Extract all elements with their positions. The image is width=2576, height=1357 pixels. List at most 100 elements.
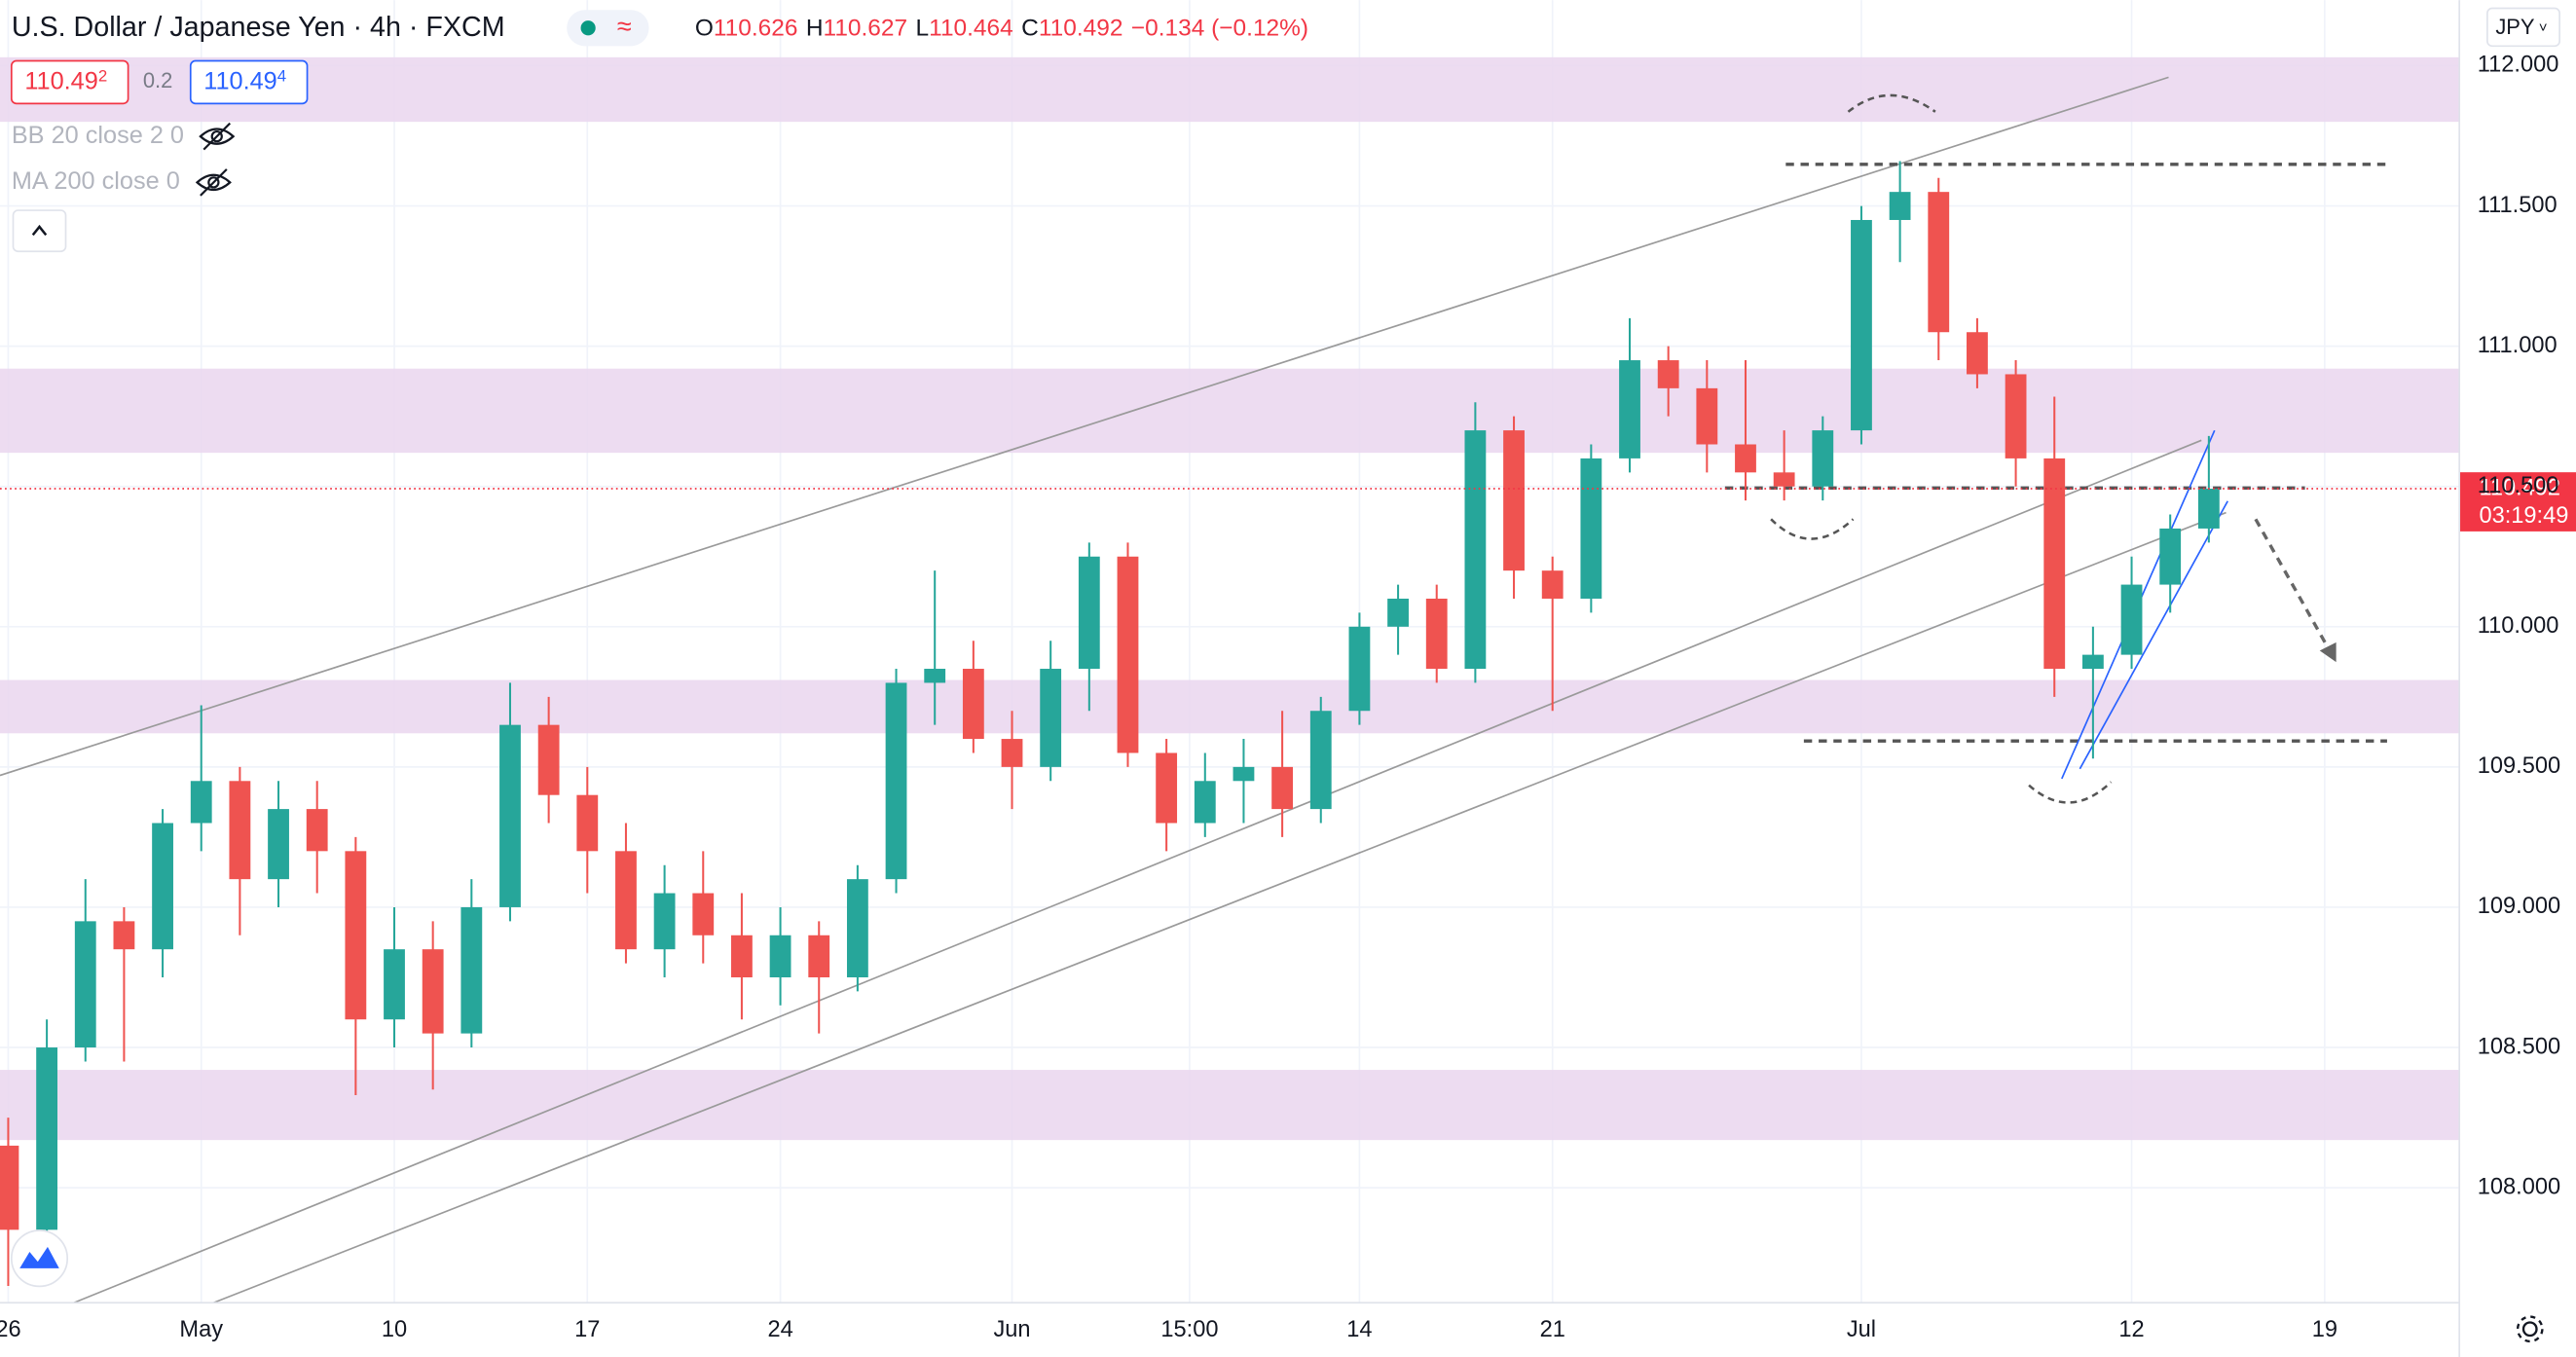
x-tick-label: 14 (1346, 1317, 1372, 1342)
candle-body (2197, 489, 2220, 529)
zone (0, 56, 2460, 123)
zones (0, 56, 2460, 1141)
hidden-icon[interactable] (195, 168, 232, 197)
trend-line (73, 439, 2202, 1304)
candle-body (1657, 360, 1679, 388)
candle-body (846, 879, 868, 977)
buy-box[interactable] (189, 59, 309, 105)
last-price-label: 110.492 (2479, 475, 2560, 500)
arrow-head (2319, 642, 2337, 663)
x-tick-label: 15:00 (1160, 1317, 1218, 1342)
zone (0, 1070, 2460, 1141)
sep: · (401, 11, 425, 42)
indicator[interactable]: MA 200 close 0 (12, 167, 180, 195)
y-tick-label: 109.000 (2478, 894, 2560, 919)
bid-pip: 2 (98, 67, 107, 86)
ohlc-key: O (695, 16, 714, 42)
candle-body (268, 809, 289, 880)
candle-body (460, 906, 483, 1034)
candle-body (731, 935, 753, 977)
exchange: FXCM (425, 11, 504, 42)
hidden-icon[interactable] (199, 122, 236, 151)
ohlc-key: C (1021, 16, 1039, 42)
y-tick-label: 111.500 (2478, 193, 2558, 218)
candle-body (190, 781, 212, 824)
candle-body (1001, 739, 1023, 767)
y-tick-label: 110.000 (2478, 613, 2559, 639)
indicator[interactable]: BB 20 close 2 0 (12, 122, 184, 149)
spread: 0.2 (143, 68, 172, 92)
interval: 4h (370, 11, 401, 42)
candle-body (1696, 387, 1718, 445)
status-badge[interactable] (567, 10, 649, 47)
x-tick-label: 10 (382, 1317, 407, 1342)
candle-body (1078, 556, 1100, 670)
candle-body (306, 809, 328, 852)
zone (0, 368, 2460, 454)
chevron (31, 224, 48, 237)
candle-body (2159, 528, 2182, 585)
currency-button[interactable] (2486, 7, 2560, 48)
sell-box[interactable] (10, 59, 129, 105)
x-tick-label: May (179, 1317, 223, 1342)
candle-body (1425, 598, 1448, 670)
candle-body (345, 851, 367, 1020)
candle-body (1040, 669, 1062, 767)
y-tick-label: 109.500 (2478, 753, 2560, 779)
candle-body (962, 669, 984, 740)
bid-price: 110.49 (24, 67, 98, 94)
candle-body (1348, 626, 1371, 712)
market-open-dot (580, 20, 596, 36)
candle-body (1580, 458, 1602, 599)
ohlc-legend: O110.626 H110.627 L110.464 C110.492 −0.134 (… (695, 16, 1308, 42)
logo[interactable] (10, 1229, 69, 1288)
x-tick-label: Jun (993, 1317, 1030, 1342)
symbol-title: U.S. Dollar / Japanese Yen · 4h · FXCM (12, 11, 505, 42)
channel-line (2079, 500, 2228, 770)
trend-line (213, 511, 2226, 1304)
y-tick-label: 112.000 (2478, 53, 2559, 78)
change: −0.134 (−0.12%) (1131, 16, 1308, 42)
candle-body (1619, 360, 1640, 458)
caret: ˅ (2535, 19, 2548, 36)
candle-body (1233, 766, 1255, 782)
candle-body (1967, 332, 1988, 375)
ask-price: 110.49 (203, 67, 277, 94)
arc (1770, 518, 1855, 540)
arrow (2254, 518, 2332, 652)
candle-body (1503, 430, 1525, 571)
symbol: U.S. Dollar / Japanese Yen (12, 11, 346, 42)
x-tick-label: 24 (767, 1317, 792, 1342)
candle-body (808, 935, 830, 977)
candle-body (924, 669, 946, 683)
candle-body (653, 893, 676, 950)
y-tick-label: 108.500 (2478, 1034, 2560, 1059)
candle-body (615, 851, 637, 950)
candle-body (1889, 192, 1911, 220)
x-tick-label: 26 (0, 1317, 21, 1342)
x-tick-label: 19 (2312, 1317, 2337, 1342)
candle-body (113, 921, 135, 950)
candle-body (422, 949, 444, 1034)
ohlc-key: H (806, 16, 824, 42)
ohlc-value: 110.627 (824, 16, 908, 42)
logo-mark (19, 1246, 59, 1268)
candle-body (229, 781, 251, 880)
x-tick-label: 12 (2118, 1317, 2144, 1342)
candle-body (1928, 192, 1950, 333)
candle-body (537, 724, 560, 795)
candle-body (576, 794, 599, 852)
ohlc-key: L (916, 16, 930, 42)
candle-body (769, 935, 791, 977)
collapse-button[interactable] (12, 209, 67, 253)
y-tick-label: 108.000 (2478, 1174, 2560, 1199)
settings-icon[interactable] (2516, 1315, 2544, 1343)
candle-body (1387, 598, 1409, 627)
candle-body (1156, 752, 1178, 824)
candle-body (152, 823, 173, 950)
x-tick-label: Jul (1847, 1317, 1876, 1342)
candle-body (1309, 711, 1332, 810)
y-tick-label: 111.000 (2478, 333, 2558, 358)
